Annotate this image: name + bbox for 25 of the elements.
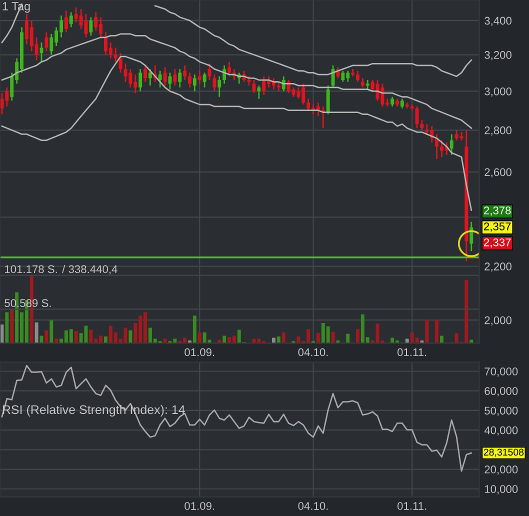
x-tick-label: 04.10. (298, 502, 328, 510)
y-tick-label: 20,000 (484, 466, 518, 475)
x-tick-label: 04.10. (298, 348, 328, 356)
y-tick-label: 10,000 (484, 485, 518, 494)
y-tick-label: 2,800 (484, 126, 512, 136)
y-tick-label: 2,600 (484, 168, 512, 178)
text: 2,337 (484, 238, 511, 248)
text: 28,31508 (484, 448, 524, 457)
y-tick-label: 2,000 (484, 316, 512, 326)
y-tick-label: 3,000 (484, 87, 512, 97)
annotation: / 338.440,4 (62, 264, 118, 274)
y-tick-label: 3,400 (484, 16, 512, 26)
y-tick-label: 2,200 (484, 262, 512, 272)
y-tick-label: 50,000 (484, 406, 518, 416)
x-tick-label: 01.09. (184, 502, 214, 510)
y2-tick-label: 101.178 S. (5, 265, 57, 274)
y-tick-label: 60,000 (484, 387, 518, 396)
x-tick-label: 01.11. (397, 348, 426, 356)
x-tick-label: 01.11. (397, 502, 426, 510)
y-tick-label: 3,200 (484, 51, 512, 60)
x-tick-label: 01.09. (184, 348, 214, 356)
y-tick-label: 70,000 (484, 368, 518, 377)
text: 2,357 (484, 222, 511, 232)
y-tick-label: 40,000 (484, 426, 518, 436)
text: 2,378 (484, 206, 511, 216)
